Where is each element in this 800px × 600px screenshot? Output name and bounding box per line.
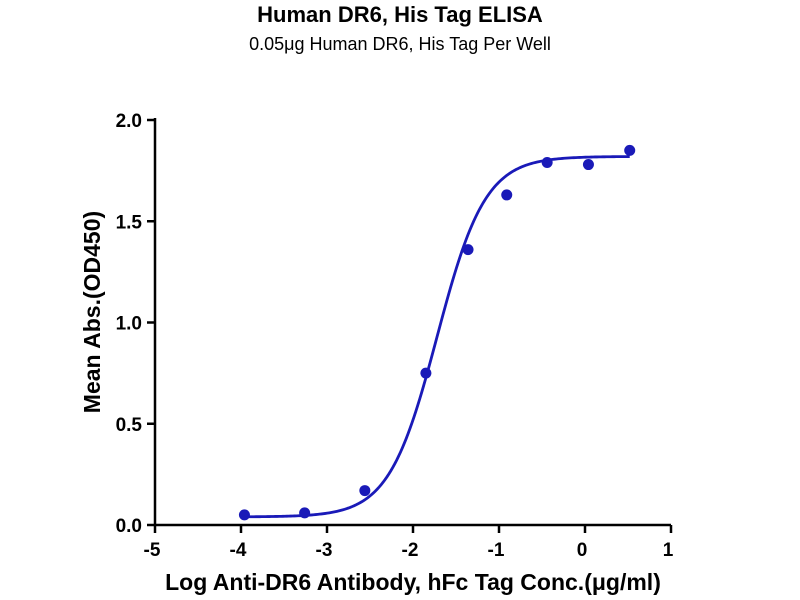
x-axis-label: Log Anti-DR6 Antibody, hFc Tag Conc.(μg/… [165, 569, 661, 595]
y-tick-label: 0.0 [116, 516, 142, 537]
y-tick-label: 0.5 [116, 415, 143, 436]
x-tick-label: -2 [402, 540, 419, 561]
fit-curve [244, 155, 630, 519]
data-point [462, 244, 474, 256]
data-point [624, 144, 636, 156]
x-tick-label: -3 [316, 540, 333, 561]
y-axis-label: Mean Abs.(OD450) [79, 211, 105, 413]
chart-title: Human DR6, His Tag ELISA [257, 2, 543, 27]
x-tick-label: 1 [663, 540, 674, 561]
y-tick-label: 1.5 [116, 212, 143, 233]
x-ticks: -5 -4 -3 -2 -1 0 1 [144, 525, 674, 561]
data-point [299, 507, 311, 519]
data-point [582, 159, 594, 171]
data-point [359, 485, 371, 497]
data-point [238, 509, 250, 521]
chart-subtitle: 0.05μg Human DR6, His Tag Per Well [249, 34, 551, 54]
data-point [541, 157, 553, 169]
y-ticks: 0.0 0.5 1.0 1.5 2.0 [116, 111, 155, 537]
x-tick-label: -4 [230, 540, 247, 561]
y-tick-label: 1.0 [116, 314, 142, 335]
x-tick-label: -1 [488, 540, 505, 561]
data-points [238, 144, 636, 521]
x-tick-label: -5 [144, 540, 161, 561]
data-point [420, 367, 432, 379]
x-tick-label: 0 [577, 540, 588, 561]
y-tick-label: 2.0 [116, 111, 142, 132]
data-point [501, 189, 513, 201]
